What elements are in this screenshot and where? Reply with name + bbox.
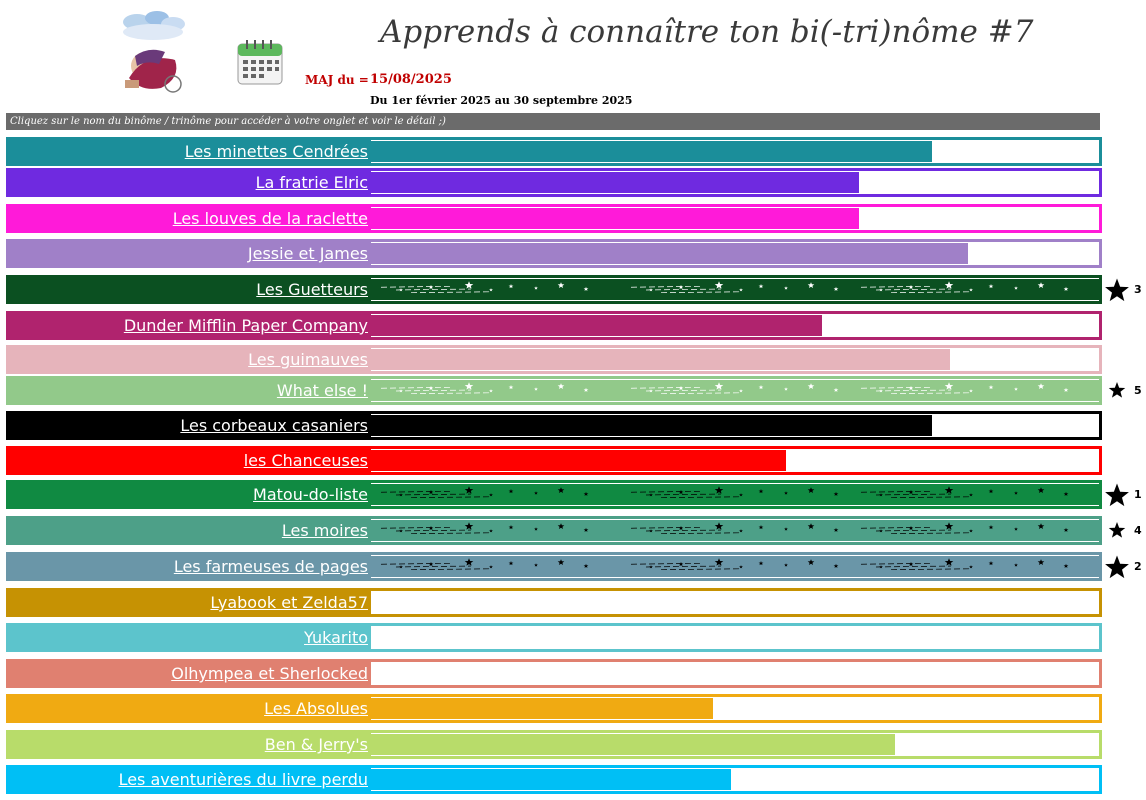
rank-number: 5 xyxy=(1134,384,1142,397)
team-name-link[interactable]: les Chanceuses xyxy=(6,446,368,475)
progress-bar-fill xyxy=(371,279,1099,300)
team-name-link[interactable]: La fratrie Elric xyxy=(6,168,368,197)
progress-bar-track xyxy=(368,275,1102,304)
team-row: Les corbeaux casaniers xyxy=(6,411,1102,440)
progress-bar-track xyxy=(368,446,1102,475)
progress-bar-fill xyxy=(371,484,1099,505)
team-name-link[interactable]: Dunder Mifflin Paper Company xyxy=(6,311,368,340)
team-row: Les minettes Cendrées xyxy=(6,137,1102,166)
rank-number: 2 xyxy=(1134,560,1142,573)
team-row: Les guimauves xyxy=(6,345,1102,374)
team-row: Les Absolues xyxy=(6,694,1102,723)
team-row: Dunder Mifflin Paper Company xyxy=(6,311,1102,340)
progress-bar-fill xyxy=(371,380,1099,401)
star-icon xyxy=(1108,522,1126,538)
progress-bar-fill xyxy=(371,243,968,264)
progress-bar-fill xyxy=(371,450,786,471)
instructions-banner: Cliquez sur le nom du binôme / trinôme p… xyxy=(6,113,1100,130)
team-name-link[interactable]: Ben & Jerry's xyxy=(6,730,368,759)
team-row: Lyabook et Zelda57 xyxy=(6,588,1102,617)
team-name-link[interactable]: Les Guetteurs xyxy=(6,275,368,304)
team-row: Ben & Jerry's xyxy=(6,730,1102,759)
team-row: Les farmeuses de pages xyxy=(6,552,1102,581)
progress-bar-track xyxy=(368,376,1102,405)
rank-badge: 2 xyxy=(1104,552,1144,581)
team-row: Matou-do-liste xyxy=(6,480,1102,509)
rank-badge: 1 xyxy=(1104,480,1144,509)
team-name-link[interactable]: Lyabook et Zelda57 xyxy=(6,588,368,617)
team-row: les Chanceuses xyxy=(6,446,1102,475)
team-row: Les aventurières du livre perdu xyxy=(6,765,1102,794)
progress-bar-track xyxy=(368,623,1102,652)
progress-bar-fill xyxy=(371,208,859,229)
team-row: Olhympea et Sherlocked xyxy=(6,659,1102,688)
team-name-link[interactable]: Matou-do-liste xyxy=(6,480,368,509)
progress-bar-track xyxy=(368,137,1102,166)
rank-badge: 4 xyxy=(1104,516,1144,545)
progress-bar-track xyxy=(368,659,1102,688)
team-name-link[interactable]: Yukarito xyxy=(6,623,368,652)
team-name-link[interactable]: Les minettes Cendrées xyxy=(6,137,368,166)
progress-bar-track xyxy=(368,168,1102,197)
team-row: Jessie et James xyxy=(6,239,1102,268)
progress-bar-track xyxy=(368,694,1102,723)
team-name-link[interactable]: Les Absolues xyxy=(6,694,368,723)
rank-badge: 3 xyxy=(1104,275,1144,304)
star-icon xyxy=(1105,483,1129,507)
team-row: La fratrie Elric xyxy=(6,168,1102,197)
progress-bar-track xyxy=(368,552,1102,581)
progress-bar-track xyxy=(368,204,1102,233)
calendar-icon xyxy=(235,36,287,88)
team-name-link[interactable]: Les aventurières du livre perdu xyxy=(6,765,368,794)
challenge-period: Du 1er février 2025 au 30 septembre 2025 xyxy=(370,94,633,107)
update-label: MAJ du = xyxy=(305,73,369,87)
progress-bar-track xyxy=(368,765,1102,794)
progress-bar-track xyxy=(368,311,1102,340)
progress-bar-fill xyxy=(371,349,950,370)
progress-bar-fill xyxy=(371,172,859,193)
progress-bar-fill xyxy=(371,556,1099,577)
progress-bar-fill xyxy=(371,698,714,719)
star-icon xyxy=(1105,555,1129,579)
progress-bar-track xyxy=(368,480,1102,509)
update-date: 15/08/2025 xyxy=(370,72,452,87)
team-row: What else ! xyxy=(6,376,1102,405)
team-name-link[interactable]: Les moires xyxy=(6,516,368,545)
progress-bar-fill xyxy=(371,769,732,790)
progress-bar-track xyxy=(368,730,1102,759)
progress-bar-track xyxy=(368,588,1102,617)
team-name-link[interactable]: Jessie et James xyxy=(6,239,368,268)
team-name-link[interactable]: Les guimauves xyxy=(6,345,368,374)
progress-bar-fill xyxy=(371,415,932,436)
team-row: Les louves de la raclette xyxy=(6,204,1102,233)
team-name-link[interactable]: What else ! xyxy=(6,376,368,405)
team-name-link[interactable]: Olhympea et Sherlocked xyxy=(6,659,368,688)
team-row: Les moires xyxy=(6,516,1102,545)
team-row: Yukarito xyxy=(6,623,1102,652)
rank-badge: 5 xyxy=(1104,376,1144,405)
star-icon xyxy=(1108,382,1126,398)
rank-number: 3 xyxy=(1134,283,1142,296)
rank-number: 1 xyxy=(1134,488,1142,501)
team-row: Les Guetteurs xyxy=(6,275,1102,304)
team-name-link[interactable]: Les farmeuses de pages xyxy=(6,552,368,581)
reading-challenge-logo xyxy=(115,8,195,96)
progress-bar-track xyxy=(368,411,1102,440)
progress-bar-track xyxy=(368,239,1102,268)
star-icon xyxy=(1105,278,1129,302)
progress-bar-fill xyxy=(371,315,823,336)
progress-bar-track xyxy=(368,345,1102,374)
progress-bar-fill xyxy=(371,520,1099,541)
progress-bar-fill xyxy=(371,141,932,162)
progress-bar-track xyxy=(368,516,1102,545)
progress-bar-fill xyxy=(371,734,896,755)
team-name-link[interactable]: Les corbeaux casaniers xyxy=(6,411,368,440)
rank-number: 4 xyxy=(1134,524,1142,537)
page-title: Apprends à connaître ton bi(-tri)nôme #7 xyxy=(380,14,1034,50)
team-name-link[interactable]: Les louves de la raclette xyxy=(6,204,368,233)
